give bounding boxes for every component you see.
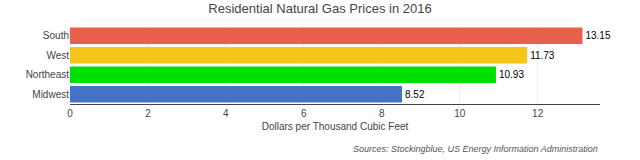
svg-text:10.93: 10.93 xyxy=(499,69,524,80)
svg-text:12: 12 xyxy=(532,108,544,119)
svg-text:6: 6 xyxy=(301,108,307,119)
svg-text:Northeast: Northeast xyxy=(26,69,70,80)
svg-text:South: South xyxy=(43,30,69,41)
svg-text:8.52: 8.52 xyxy=(405,89,425,100)
svg-text:2: 2 xyxy=(145,108,151,119)
svg-text:0: 0 xyxy=(67,108,73,119)
svg-text:West: West xyxy=(46,50,69,61)
svg-text:4: 4 xyxy=(223,108,229,119)
svg-text:Residential Natural Gas Prices: Residential Natural Gas Prices in 2016 xyxy=(208,1,431,16)
svg-text:10: 10 xyxy=(454,108,466,119)
svg-text:13.15: 13.15 xyxy=(585,30,610,41)
svg-text:8: 8 xyxy=(379,108,385,119)
svg-text:Sources: Stockingblue, US Ener: Sources: Stockingblue, US Energy Informa… xyxy=(353,144,598,154)
svg-text:Midwest: Midwest xyxy=(32,89,69,100)
svg-text:11.73: 11.73 xyxy=(530,50,555,61)
svg-text:Dollars per Thousand Cubic Fee: Dollars per Thousand Cubic Feet xyxy=(262,121,409,132)
